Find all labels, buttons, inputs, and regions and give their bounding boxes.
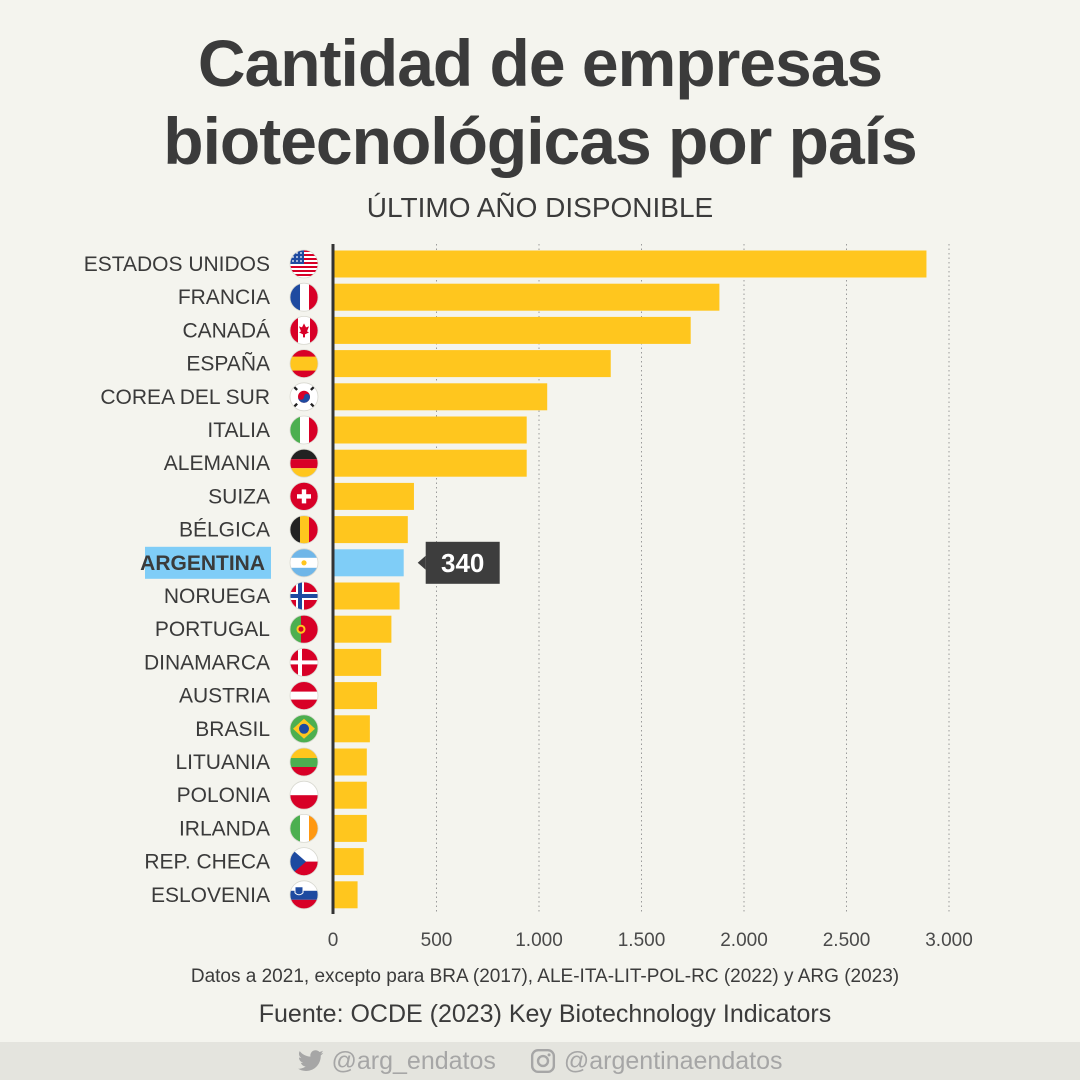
callout-pointer xyxy=(417,555,426,570)
bar-canada xyxy=(334,316,691,344)
bars xyxy=(334,250,927,909)
spain-flag-icon xyxy=(289,349,319,379)
x-axis-ticks: 0 500 1.000 1.500 2.000 2.500 3.000 xyxy=(328,930,973,951)
chart-subtitle: ÚLTIMO AÑO DISPONIBLE xyxy=(366,192,714,223)
denmark-flag-icon xyxy=(289,648,319,677)
bar-denmark xyxy=(334,648,382,676)
slovenia-flag-icon xyxy=(289,880,319,910)
bar-portugal xyxy=(334,615,392,643)
x-tick-label: 1.000 xyxy=(515,930,563,951)
highlight-label-background xyxy=(145,546,271,579)
x-tick-label: 2.500 xyxy=(823,930,871,951)
canada-flag-icon xyxy=(289,315,319,345)
lithuania-flag-icon xyxy=(289,747,319,777)
bar-slovenia xyxy=(334,881,358,909)
twitter-handle[interactable]: @arg_endatos xyxy=(297,1046,496,1076)
brazil-flag-icon xyxy=(289,714,319,744)
title-line-2: biotecnológicas por país xyxy=(163,104,917,178)
x-tick-label: 1.500 xyxy=(618,930,666,951)
category-label: PORTUGAL xyxy=(155,618,270,641)
bar-switzerland xyxy=(334,482,414,510)
chart-title: Cantidad de empresas biotecnológicas por… xyxy=(0,24,1080,180)
belgium-flag-icon xyxy=(289,515,319,544)
bar-united-states xyxy=(334,250,927,278)
category-label: ESLOVENIA xyxy=(151,884,270,907)
bar-brazil xyxy=(334,715,370,743)
bar-lithuania xyxy=(334,748,367,776)
category-label: CANADÁ xyxy=(182,319,270,342)
category-labels: ESTADOS UNIDOS FRANCIA CANADÁ ESPAÑA COREA D… xyxy=(84,253,271,907)
twitter-handle-text: @arg_endatos xyxy=(331,1046,496,1075)
bar-italy xyxy=(334,416,527,444)
norway-flag-icon xyxy=(289,581,319,611)
data-source: Fuente: OCDE (2023) Key Biotechnology In… xyxy=(258,1000,832,1028)
bar-spain xyxy=(334,350,611,378)
data-note: Datos a 2021, excepto para BRA (2017), A… xyxy=(190,966,900,987)
bar-poland xyxy=(334,781,367,809)
x-tick-label: 2.000 xyxy=(720,930,768,951)
bar-ireland xyxy=(334,814,367,842)
bar-czech-republic xyxy=(334,848,364,876)
x-tick-label: 0 xyxy=(328,930,339,951)
category-label: BRASIL xyxy=(195,718,270,741)
switzerland-flag-icon xyxy=(289,481,319,511)
argentina-flag-icon xyxy=(289,548,319,578)
category-label: NORUEGA xyxy=(164,585,270,608)
callout-box xyxy=(425,541,500,584)
category-label: ITALIA xyxy=(207,419,270,442)
category-label: AUSTRIA xyxy=(179,685,270,708)
bar-norway xyxy=(334,582,400,610)
bar-austria xyxy=(334,682,378,710)
category-label: ESPAÑA xyxy=(186,352,270,376)
category-label: BÉLGICA xyxy=(179,519,270,542)
united-states-flag-icon xyxy=(289,249,319,279)
twitter-icon xyxy=(297,1050,324,1071)
ireland-flag-icon xyxy=(289,814,319,843)
bar-argentina xyxy=(334,549,404,577)
france-flag-icon xyxy=(289,282,319,312)
czech-republic-flag-icon xyxy=(289,847,319,876)
category-label: DINAMARCA xyxy=(144,651,270,674)
poland-flag-icon xyxy=(289,780,319,810)
social-footer: @arg_endatos @argentinaendatos xyxy=(0,1042,1080,1080)
category-label: ALEMANIA xyxy=(164,452,270,475)
instagram-handle[interactable]: @argentinaendatos xyxy=(530,1046,783,1076)
instagram-icon xyxy=(530,1048,555,1074)
bar-belgium xyxy=(334,516,408,544)
instagram-handle-text: @argentinaendatos xyxy=(563,1046,783,1075)
category-label: ESTADOS UNIDOS xyxy=(84,253,270,276)
bar-france xyxy=(334,283,720,311)
x-tick-label: 500 xyxy=(421,930,453,951)
bar-south-korea xyxy=(334,383,548,411)
category-label: LITUANIA xyxy=(175,751,270,774)
category-label: COREA DEL SUR xyxy=(100,386,270,409)
germany-flag-icon xyxy=(289,448,319,478)
x-tick-label: 3.000 xyxy=(925,930,973,951)
bar-germany xyxy=(334,449,527,477)
category-label: POLONIA xyxy=(177,784,270,807)
country-flags xyxy=(289,249,319,910)
title-line-1: Cantidad de empresas xyxy=(197,26,883,100)
category-label: SUIZA xyxy=(208,485,270,508)
austria-flag-icon xyxy=(289,681,319,710)
category-label: FRANCIA xyxy=(178,286,270,309)
portugal-flag-icon xyxy=(289,614,319,644)
highlight-callout: 340 xyxy=(417,541,500,584)
category-label: ARGENTINA xyxy=(140,552,265,575)
callout-value: 340 xyxy=(441,548,484,578)
category-label: IRLANDA xyxy=(179,817,270,840)
grid-lines xyxy=(436,244,950,914)
south-korea-flag-icon xyxy=(289,382,319,412)
category-label: REP. CHECA xyxy=(144,851,270,874)
italy-flag-icon xyxy=(289,415,319,445)
